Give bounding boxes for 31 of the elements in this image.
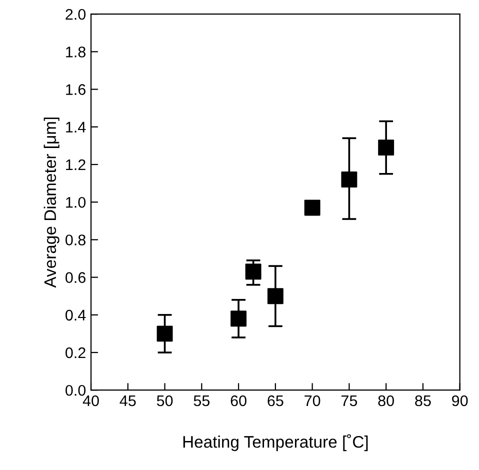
point: [230, 310, 247, 327]
x-axis-title: Heating Temperature [˚C]: [183, 434, 368, 452]
y-tick-label: 0.0: [66, 384, 86, 396]
y-tick-label: 2.0: [66, 8, 86, 20]
x-tick-label: 60: [230, 395, 246, 406]
x-tick-label: 40: [82, 395, 99, 406]
y-tick-label: 1.6: [66, 84, 86, 95]
x-tick-label: 70: [304, 395, 320, 406]
y-tick-label: 0.8: [66, 234, 86, 246]
x-tick-label: 55: [194, 396, 210, 406]
point: [245, 264, 262, 280]
y-tick-label: 0.2: [66, 347, 86, 358]
point: [378, 140, 394, 156]
point: [267, 288, 284, 304]
y-tick-label: 1.8: [66, 46, 86, 58]
point: [304, 200, 320, 216]
y-tick-label: 1.4: [66, 122, 86, 132]
point: [156, 326, 173, 342]
x-tick-label: 65: [268, 395, 284, 406]
x-tick-label: 50: [156, 395, 173, 406]
point: [341, 172, 358, 188]
y-tick-label: 1.0: [66, 196, 86, 208]
x-tick-label: 85: [415, 395, 431, 406]
x-tick-label: 45: [120, 396, 136, 406]
y-tick-label: 0.6: [66, 272, 86, 283]
x-tick-label: 90: [452, 395, 468, 406]
y-tick-label: 0.4: [66, 310, 86, 321]
y-axis-title: Average Diameter [μm]: [44, 118, 60, 288]
x-tick-label: 80: [378, 395, 394, 406]
x-tick-label: 75: [341, 396, 358, 406]
y-tick-label: 1.2: [66, 159, 86, 170]
